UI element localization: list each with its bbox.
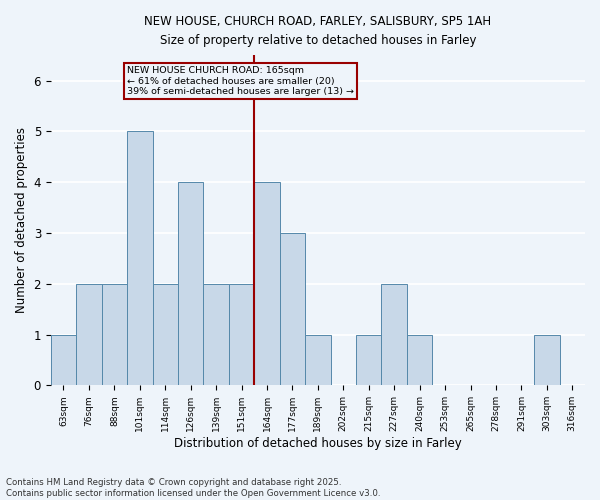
Bar [76,284,101,386]
Bar [534,334,560,386]
X-axis label: Distribution of detached houses by size in Farley: Distribution of detached houses by size … [174,437,462,450]
Bar [178,182,203,386]
Title: NEW HOUSE, CHURCH ROAD, FARLEY, SALISBURY, SP5 1AH
Size of property relative to : NEW HOUSE, CHURCH ROAD, FARLEY, SALISBUR… [145,15,491,47]
Bar [101,284,127,386]
Text: Contains HM Land Registry data © Crown copyright and database right 2025.
Contai: Contains HM Land Registry data © Crown c… [6,478,380,498]
Bar [229,284,254,386]
Bar [356,334,382,386]
Bar [407,334,433,386]
Bar [203,284,229,386]
Text: NEW HOUSE CHURCH ROAD: 165sqm
← 61% of detached houses are smaller (20)
39% of s: NEW HOUSE CHURCH ROAD: 165sqm ← 61% of d… [127,66,354,96]
Bar [382,284,407,386]
Bar [127,132,152,386]
Bar [305,334,331,386]
Bar [280,233,305,386]
Bar [254,182,280,386]
Y-axis label: Number of detached properties: Number of detached properties [15,127,28,313]
Bar [51,334,76,386]
Bar [152,284,178,386]
